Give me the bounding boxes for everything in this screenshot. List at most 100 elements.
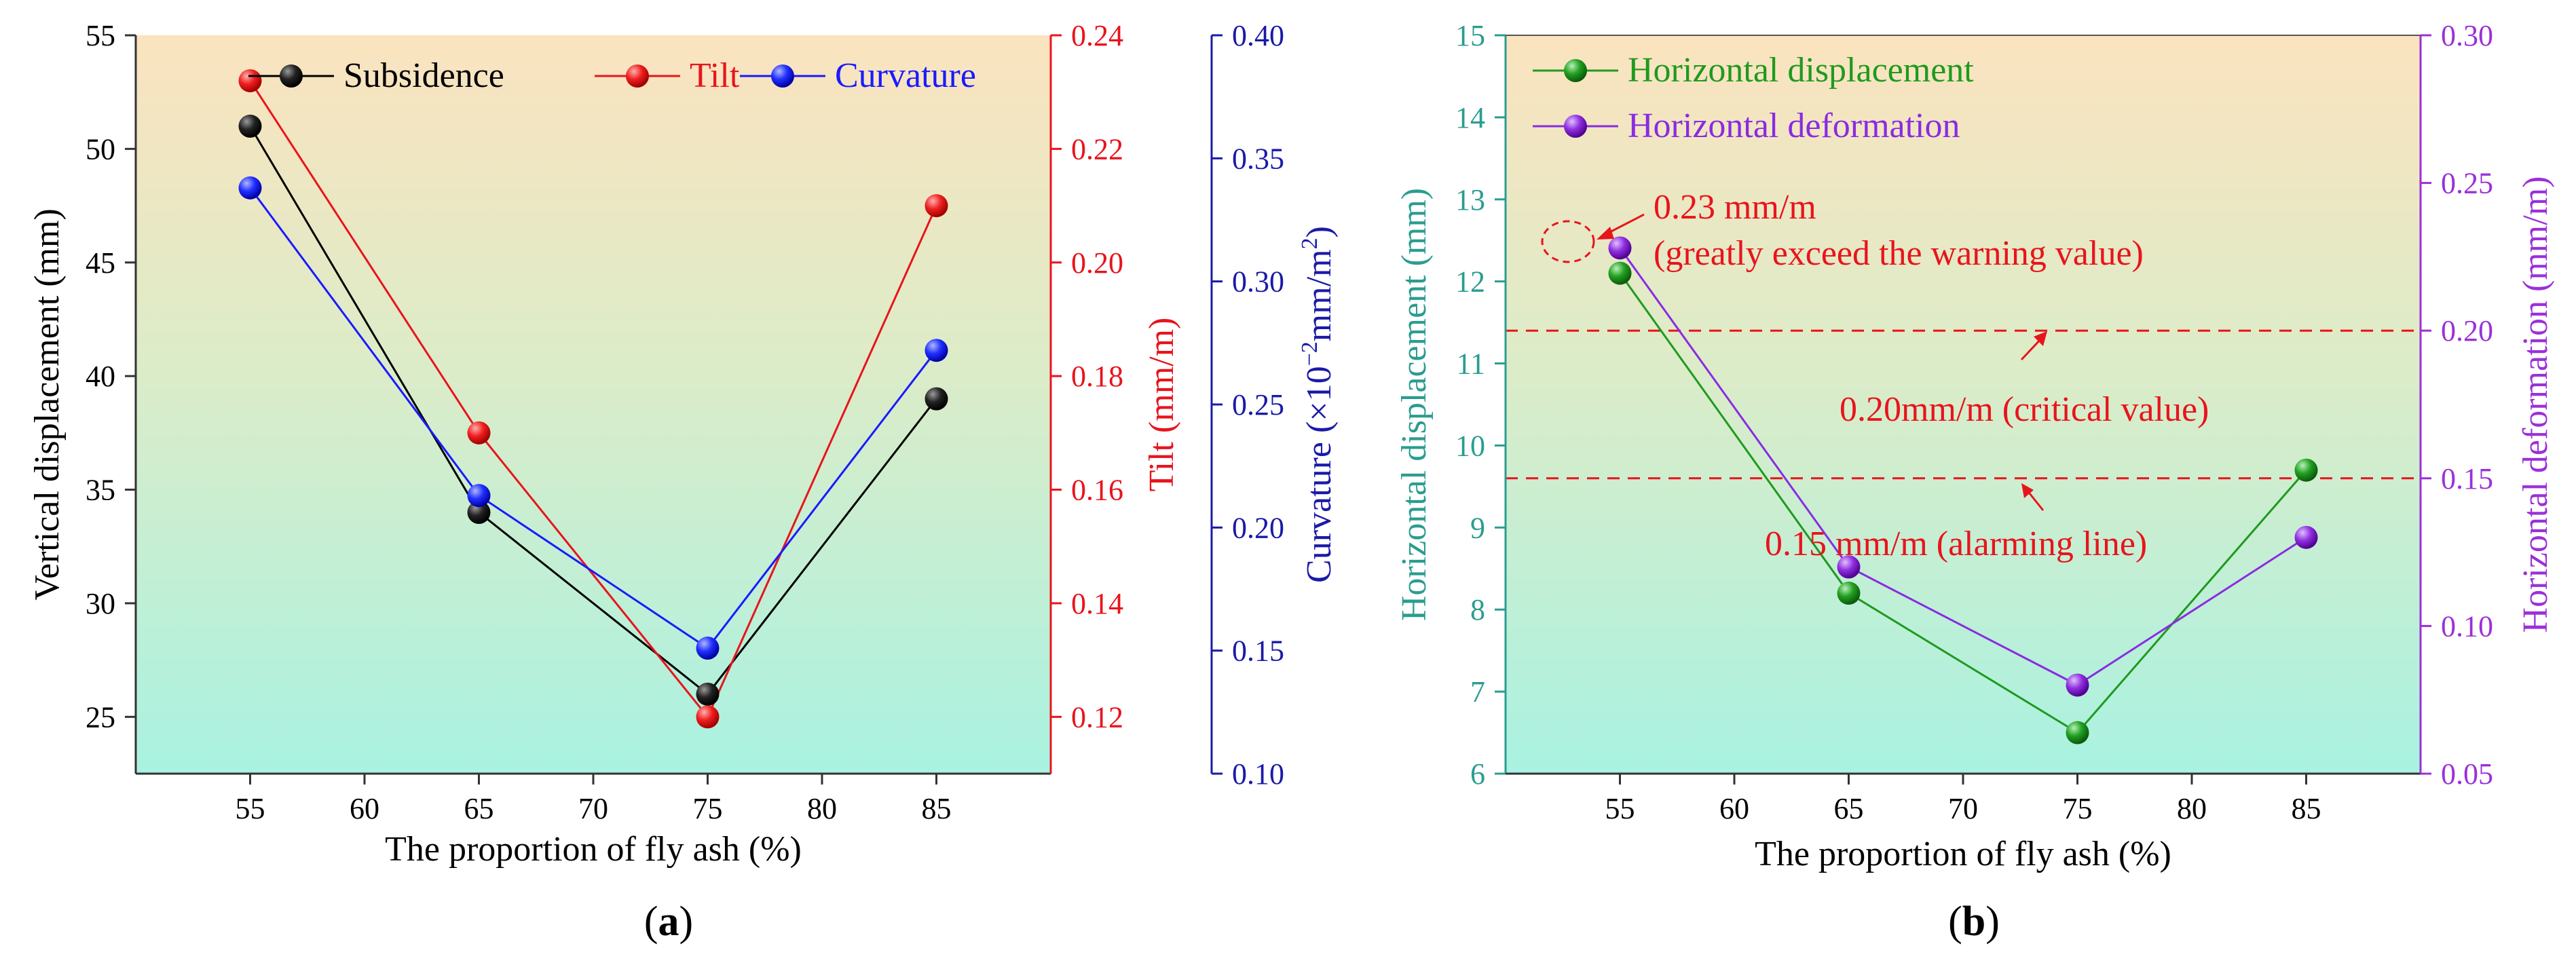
x-tick-label: 70 [1948, 792, 1978, 825]
curvature-tick-label: 0.10 [1232, 757, 1284, 791]
critical-arrow-head [2034, 331, 2047, 346]
left-tick-label: 11 [1457, 347, 1485, 381]
tilt-tick-label: 0.24 [1071, 19, 1123, 52]
left-tick-label: 25 [86, 700, 115, 734]
panel-b-x-ticks: 55 60 65 70 75 80 85 [1605, 774, 2321, 825]
peak-highlight-ellipse [1541, 220, 1595, 263]
peak-annotation-arrow-head [1597, 227, 1614, 240]
panel-a-tilt-axis-title: Tilt (mm/m) [1142, 318, 1181, 492]
curvature-tick-label: 0.25 [1232, 388, 1284, 421]
critical-arrow-line [2020, 337, 2043, 361]
legend-label-horizontal-displacement: Horizontal displacement [1628, 51, 1974, 90]
panel-a-x-ticks: 55 60 65 70 75 80 85 [236, 774, 952, 825]
data-point-curvature [696, 637, 720, 660]
x-tick-label: 65 [1834, 792, 1864, 825]
curvature-tick-label: 0.20 [1232, 511, 1284, 544]
panel-a-tilt-ticks: 0.12 0.14 0.16 0.18 0.20 0.22 0.24 [1051, 19, 1123, 734]
curvature-tick-label: 0.35 [1232, 142, 1284, 175]
data-point-subsidence [696, 682, 720, 706]
peak-annotation-line2: (greatly exceed the warning value) [1654, 234, 2144, 273]
panel-b-peak-annotation: 0.23 mm/m (greatly exceed the warning va… [1541, 188, 2144, 273]
left-tick-label: 8 [1470, 593, 1485, 626]
left-tick-label: 13 [1455, 183, 1485, 216]
panel-b-legend: Horizontal displacement Horizontal defor… [1533, 51, 1974, 145]
x-tick-label: 80 [2177, 792, 2207, 825]
left-tick-label: 55 [86, 19, 115, 52]
data-point-curvature [238, 176, 262, 200]
panel-b-series-markers [1608, 236, 2318, 744]
right-tick-label: 0.10 [2441, 609, 2493, 643]
left-tick-label: 7 [1470, 675, 1485, 709]
left-tick-label: 9 [1470, 511, 1485, 544]
left-tick-label: 35 [86, 474, 115, 507]
left-tick-label: 12 [1455, 265, 1485, 299]
left-tick-label: 40 [86, 360, 115, 393]
data-point-subsidence [467, 501, 491, 525]
left-tick-label: 10 [1455, 429, 1485, 462]
critical-value-label: 0.20mm/m (critical value) [1840, 390, 2209, 429]
data-point-tilt [238, 69, 262, 92]
panel-a-series-lines [249, 80, 937, 719]
data-point-horizontal-displacement [1608, 261, 1632, 285]
data-point-horizontal-displacement [2294, 458, 2318, 482]
series-line-subsidence [249, 126, 937, 696]
right-tick-label: 0.30 [2441, 19, 2493, 52]
tilt-tick-label: 0.12 [1071, 700, 1123, 734]
panel-b-left-axis-title: Horizontal displacement (mm) [1395, 188, 1434, 621]
x-tick-label: 60 [350, 792, 379, 825]
curvature-tick-label: 0.40 [1232, 19, 1284, 52]
data-point-horizontal-displacement [1837, 582, 1861, 605]
x-tick-label: 75 [693, 792, 723, 825]
right-tick-label: 0.15 [2441, 462, 2493, 495]
x-tick-label: 65 [464, 792, 494, 825]
curvature-title-prefix: Curvature (×10 [1300, 366, 1339, 583]
panel-a-legend: Subsidence Tilt Curvature [248, 56, 976, 95]
data-point-tilt [696, 705, 720, 729]
legend-marker-curvature [771, 64, 794, 88]
data-point-horizontal-deformation [2294, 525, 2318, 549]
panel-a-label-letter: a [658, 899, 679, 945]
panel-b-left-ticks: 6 7 8 9 10 11 12 13 14 15 [1455, 19, 1506, 791]
legend-marker-horizontal-deformation [1564, 115, 1587, 138]
x-tick-label: 85 [2292, 792, 2321, 825]
panel-a-curvature-ticks: 0.10 0.15 0.20 0.25 0.30 0.35 0.40 [1212, 19, 1284, 791]
legend-item-horizontal-deformation: Horizontal deformation [1533, 107, 1960, 145]
panel-a-left-ticks: 25 30 35 40 45 50 55 [86, 19, 136, 734]
left-tick-label: 50 [86, 132, 115, 166]
right-tick-label: 0.05 [2441, 757, 2493, 791]
left-tick-label: 15 [1455, 19, 1485, 52]
tilt-tick-label: 0.18 [1071, 360, 1123, 393]
peak-annotation-line1: 0.23 mm/m [1654, 188, 1816, 227]
critical-value-callout: 0.20mm/m (critical value) [1840, 331, 2209, 429]
data-point-horizontal-deformation [1837, 555, 1861, 579]
series-line-tilt [249, 80, 937, 719]
panel-b-x-axis-title: The proportion of fly ash (%) [1755, 835, 2171, 873]
right-tick-label: 0.20 [2441, 314, 2493, 347]
panel-a-series-markers [238, 69, 948, 729]
legend-item-tilt: Tilt [595, 56, 740, 95]
series-line-horizontal-displacement [1619, 272, 2307, 734]
series-line-horizontal-deformation [1619, 247, 2307, 687]
data-point-curvature [467, 484, 491, 508]
data-point-horizontal-deformation [1608, 236, 1632, 260]
legend-item-curvature: Curvature [740, 56, 976, 95]
curvature-tick-label: 0.30 [1232, 265, 1284, 299]
data-point-curvature [925, 339, 948, 362]
legend-marker-subsidence [280, 64, 303, 88]
curvature-tick-label: 0.15 [1232, 635, 1284, 668]
data-point-tilt [925, 194, 948, 218]
data-point-tilt [467, 421, 491, 445]
left-tick-label: 14 [1455, 101, 1485, 134]
curvature-title-exp2: 2 [1297, 238, 1322, 249]
tilt-tick-label: 0.16 [1071, 474, 1123, 507]
x-tick-label: 70 [578, 792, 608, 825]
legend-label-tilt: Tilt [690, 56, 740, 95]
x-tick-label: 85 [922, 792, 952, 825]
data-point-horizontal-deformation [2066, 673, 2089, 697]
data-point-subsidence [925, 387, 948, 411]
panel-b-right-axis-title: Horizontal deformation (mm/m) [2516, 176, 2555, 633]
panel-a-x-axis-title: The proportion of fly ash (%) [385, 830, 802, 869]
panel-a-plot-background [136, 35, 1051, 774]
curvature-title-mid: mm/m [1300, 249, 1339, 341]
